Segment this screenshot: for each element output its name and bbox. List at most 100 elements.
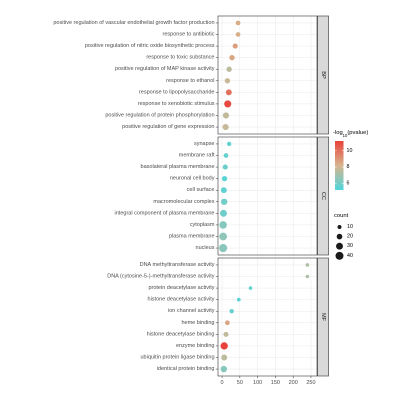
y-tick-label: histone deacetylase activity bbox=[148, 297, 215, 303]
facet-panel-bp: positive regulation of vascular endothel… bbox=[53, 15, 329, 135]
x-axis: 0 50 100 150 200 250 bbox=[221, 376, 316, 386]
x-tick-label: 200 bbox=[289, 380, 298, 386]
y-tick-label: response to antibiotic bbox=[163, 32, 215, 38]
color-legend-title-main: -log bbox=[333, 130, 343, 136]
size-key-20 bbox=[336, 233, 343, 240]
panel-background bbox=[218, 16, 317, 134]
point-mf-5 bbox=[229, 309, 234, 314]
size-key-30 bbox=[336, 242, 343, 250]
facet-strip-label: BP bbox=[320, 71, 326, 79]
y-tick-label: synapse bbox=[194, 141, 215, 147]
colorbar-tick-label: 6 bbox=[347, 180, 350, 186]
point-cc-10 bbox=[219, 243, 228, 253]
point-cc-1 bbox=[226, 141, 232, 147]
x-tick-label: 150 bbox=[271, 380, 280, 386]
size-key-label: 20 bbox=[347, 234, 353, 240]
panel-background bbox=[218, 258, 317, 376]
facet-panel-mf: DNA methyltransferase activity DNA (cytos… bbox=[107, 257, 329, 377]
point-mf-2 bbox=[305, 274, 310, 279]
point-mf-3 bbox=[248, 286, 253, 290]
x-tick-label: 250 bbox=[306, 380, 315, 386]
point-mf-4 bbox=[236, 297, 241, 302]
y-tick-label: cell surface bbox=[187, 187, 215, 193]
point-bp-1 bbox=[235, 20, 241, 26]
panel-border bbox=[217, 15, 318, 135]
size-key-label: 40 bbox=[347, 253, 353, 259]
point-mf-7 bbox=[223, 331, 229, 337]
point-bp-9 bbox=[222, 112, 230, 119]
x-tick-label: 100 bbox=[253, 380, 262, 386]
y-tick-label: histone deacetylase binding bbox=[147, 331, 215, 337]
point-bp-3 bbox=[232, 43, 238, 49]
y-tick-label: ubiquitin protein ligase binding bbox=[141, 354, 215, 360]
point-mf-1 bbox=[305, 263, 310, 267]
x-tick-label: 50 bbox=[237, 380, 243, 386]
y-tick-label: positive regulation of gene expression bbox=[122, 124, 214, 130]
y-tick-label: enzyme binding bbox=[176, 343, 215, 349]
point-mf-10 bbox=[220, 365, 228, 373]
color-legend-title-tail: (pvalue) bbox=[347, 130, 368, 136]
y-tick-label: neuronal cell body bbox=[170, 176, 215, 182]
colorbar-tick-label: 10 bbox=[347, 148, 353, 154]
point-mf-8 bbox=[220, 342, 228, 350]
colorbar-tick-label: 8 bbox=[347, 164, 350, 170]
facet-panels: positive regulation of vascular endothel… bbox=[53, 15, 329, 377]
panel-background bbox=[218, 137, 317, 255]
y-tick-label: response to ethanol bbox=[166, 78, 214, 84]
y-tick-label: response to lipopolysaccharide bbox=[139, 89, 215, 95]
y-tick-label: response to xenobiotic stimulus bbox=[138, 101, 215, 107]
point-cc-3 bbox=[222, 164, 228, 170]
point-bp-7 bbox=[225, 89, 232, 96]
point-mf-9 bbox=[221, 354, 228, 361]
size-legend: count 10 20 30 40 bbox=[334, 213, 353, 260]
point-cc-5 bbox=[220, 187, 227, 194]
y-tick-label: DNA (cytosine-5-)-methyltransferase acti… bbox=[107, 274, 215, 280]
y-tick-label: macromolecular complex bbox=[153, 199, 214, 205]
size-key-40 bbox=[335, 251, 344, 260]
y-tick-label: plasma membrane bbox=[169, 233, 215, 239]
point-mf-6 bbox=[225, 320, 230, 326]
y-tick-label: positive regulation of nitric oxide bios… bbox=[85, 43, 215, 49]
color-legend-title: -log10(pvalue) bbox=[333, 130, 368, 138]
panel-border bbox=[217, 136, 318, 256]
size-key-label: 10 bbox=[347, 224, 353, 230]
point-bp-2 bbox=[235, 32, 241, 37]
y-tick-label: positive regulation of vascular endothel… bbox=[53, 20, 214, 26]
point-cc-6 bbox=[220, 198, 228, 205]
point-cc-4 bbox=[221, 175, 228, 182]
y-tick-label: response to toxic substance bbox=[146, 55, 214, 61]
facet-strip-mf bbox=[317, 257, 329, 377]
panel-border bbox=[217, 257, 318, 377]
y-tick-label: positive regulation of protein phosphory… bbox=[105, 112, 214, 118]
y-tick-label: ion channel activity bbox=[168, 308, 215, 314]
colorbar bbox=[335, 141, 344, 190]
point-bp-6 bbox=[224, 78, 231, 84]
point-bp-5 bbox=[226, 66, 232, 72]
point-bp-4 bbox=[229, 54, 235, 61]
y-tick-label: integral component of plasma membrane bbox=[115, 210, 215, 216]
y-tick-label: DNA methyltransferase activity bbox=[140, 262, 215, 268]
facet-strip-label: MF bbox=[320, 313, 326, 322]
point-bp-8 bbox=[224, 100, 232, 108]
size-legend-title: count bbox=[334, 213, 349, 219]
y-tick-label: protein deacetylase activity bbox=[148, 285, 214, 291]
point-cc-7 bbox=[220, 209, 227, 217]
y-tick-label: nucleus bbox=[196, 245, 215, 251]
y-tick-label: cytoplasm bbox=[190, 222, 215, 228]
x-tick-label: 0 bbox=[221, 380, 224, 386]
y-tick-label: heme binding bbox=[181, 320, 214, 326]
color-legend-title-sub: 10 bbox=[343, 133, 348, 138]
y-tick-label: identical protein binding bbox=[157, 366, 215, 372]
y-tick-label: membrane raft bbox=[179, 153, 215, 159]
point-bp-10 bbox=[222, 123, 229, 131]
point-cc-2 bbox=[223, 153, 229, 158]
y-tick-label: positive regulation of MAP kinase activi… bbox=[115, 66, 215, 72]
facet-strip-cc bbox=[317, 136, 329, 256]
point-cc-8 bbox=[219, 221, 227, 229]
facet-strip-bp bbox=[317, 15, 329, 135]
size-key-label: 30 bbox=[347, 243, 353, 249]
facet-panel-cc: synapse membrane raft basolateral plasma m… bbox=[115, 136, 329, 256]
y-tick-label: basolateral plasma membrane bbox=[141, 164, 215, 170]
